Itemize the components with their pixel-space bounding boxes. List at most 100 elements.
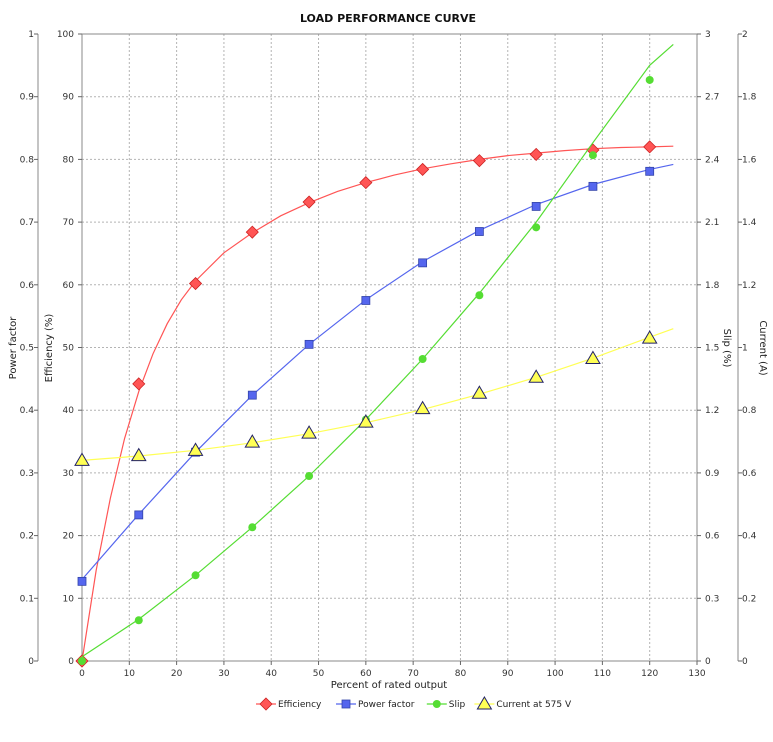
legend-item-slip: Slip	[426, 700, 466, 710]
slip-curve	[81, 43, 674, 658]
current-tick-label: 1.8	[742, 93, 757, 103]
current-at-575-v-point	[187, 442, 204, 456]
legend-item-power-factor: Power factor	[336, 699, 415, 710]
current-at-575-v-point	[471, 385, 488, 399]
axes: 0 10 20 30 40 50 60 70 80 90 100 110 120 13000.10.20.…	[20, 30, 757, 679]
current-at-575-v-point	[130, 447, 147, 462]
x-tick-label: 110	[594, 669, 611, 679]
current-at-575-v-point	[528, 369, 545, 383]
current-at-575-v-point	[357, 414, 374, 428]
power-factor-point	[588, 181, 598, 191]
power-factor-tick-label: 1	[28, 30, 34, 40]
power-factor-point	[77, 576, 87, 586]
efficiency-point	[245, 225, 259, 239]
slip-point	[532, 223, 541, 232]
legend-label-efficiency: Efficiency	[278, 700, 322, 710]
efficiency-point	[132, 377, 146, 391]
efficiency-tick-label: 0	[68, 657, 74, 667]
legend-label-power-factor: Power factor	[358, 700, 415, 710]
slip-point	[191, 571, 200, 580]
power-factor-tick-label: 0.1	[20, 594, 34, 604]
current-at-575-v-point	[585, 350, 601, 364]
efficiency-tick-label: 60	[63, 281, 75, 291]
slip-tick-label: 1.2	[705, 406, 719, 416]
x-tick-label: 50	[313, 669, 325, 679]
power-factor-tick-label: 0.7	[20, 218, 34, 228]
power-factor-tick-label: 0.3	[20, 469, 34, 479]
current-axis-label: Current (A)	[757, 320, 768, 375]
efficiency-curve	[81, 145, 674, 662]
efficiency-tick-label: 100	[57, 30, 74, 40]
current-tick-label: 0.6	[742, 469, 757, 479]
slip-point	[248, 523, 257, 532]
efficiency-point	[416, 162, 430, 176]
current-tick-label: 0.2	[742, 594, 756, 604]
x-tick-label: 80	[455, 669, 467, 679]
x-tick-label: 100	[546, 669, 563, 679]
power-factor-tick-label: 0.9	[20, 93, 35, 103]
slip-tick-label: 2.7	[705, 93, 719, 103]
slip-tick-label: 3	[705, 30, 711, 40]
efficiency-tick-label: 90	[63, 93, 75, 103]
x-tick-label: 130	[688, 669, 705, 679]
slip-tick-label: 0.6	[705, 532, 720, 542]
x-tick-label: 20	[171, 669, 183, 679]
power-factor-point	[474, 227, 484, 236]
legend-marker-efficiency	[259, 697, 273, 711]
slip-tick-label: 0.9	[705, 469, 720, 479]
slip-point	[588, 151, 597, 160]
current-tick-label: 1.4	[742, 218, 757, 228]
efficiency-tick-label: 70	[63, 218, 75, 228]
power-factor-tick-label: 0.6	[20, 281, 35, 291]
efficiency-axis-label: Efficiency (%)	[44, 314, 55, 383]
current-tick-label: 1	[742, 344, 748, 354]
power-factor-point	[645, 166, 655, 176]
efficiency-tick-label: 10	[63, 594, 75, 604]
current-tick-label: 2	[742, 30, 748, 40]
legend-item-efficiency: Efficiency	[256, 697, 322, 711]
legend-item-current-at-575-v: Current at 575 V	[474, 696, 572, 710]
current-at-575-v-curve	[81, 328, 674, 461]
slip-point	[305, 472, 314, 481]
slip-tick-label: 0.3	[705, 594, 719, 604]
current-tick-label: 1.2	[742, 281, 756, 291]
current-tick-label: 0.4	[742, 532, 757, 542]
efficiency-point	[529, 147, 543, 161]
current-tick-label: 1.6	[742, 155, 757, 165]
current-at-575-v-point	[74, 452, 90, 466]
slip-tick-label: 2.4	[705, 155, 720, 165]
slip-tick-label: 1.8	[705, 281, 720, 291]
power-factor-curve	[81, 163, 674, 580]
current-tick-label: 0.8	[742, 406, 757, 416]
power-factor-axis-label: Power factor	[8, 316, 19, 380]
current-tick-label: 0	[742, 657, 748, 667]
slip-point	[134, 616, 143, 625]
efficiency-point	[643, 140, 657, 154]
legend-marker-current-at-575-v	[476, 696, 493, 710]
slip-point	[418, 354, 427, 363]
power-factor-tick-label: 0	[28, 657, 34, 667]
power-factor-point	[304, 339, 314, 349]
efficiency-point	[472, 154, 486, 168]
slip-point	[645, 75, 654, 84]
series-slip	[78, 43, 674, 665]
efficiency-tick-label: 40	[63, 406, 75, 416]
efficiency-tick-label: 50	[63, 344, 75, 354]
efficiency-tick-label: 20	[63, 532, 75, 542]
slip-tick-label: 1.5	[705, 344, 719, 354]
power-factor-tick-label: 0.2	[20, 532, 34, 542]
x-tick-label: 30	[218, 669, 230, 679]
power-factor-tick-label: 0.8	[20, 155, 35, 165]
legend: Efficiency Power factor Slip Current at 575…	[256, 696, 572, 711]
power-factor-tick-label: 0.5	[20, 344, 34, 354]
series	[74, 43, 674, 668]
legend-label-slip: Slip	[449, 700, 466, 710]
power-factor-point	[531, 202, 541, 211]
slip-tick-label: 0	[705, 657, 711, 667]
slip-tick-label: 2.1	[705, 218, 719, 228]
power-factor-point	[361, 296, 371, 305]
efficiency-point	[302, 195, 316, 209]
power-factor-point	[134, 510, 144, 520]
legend-marker-power-factor	[341, 699, 351, 709]
